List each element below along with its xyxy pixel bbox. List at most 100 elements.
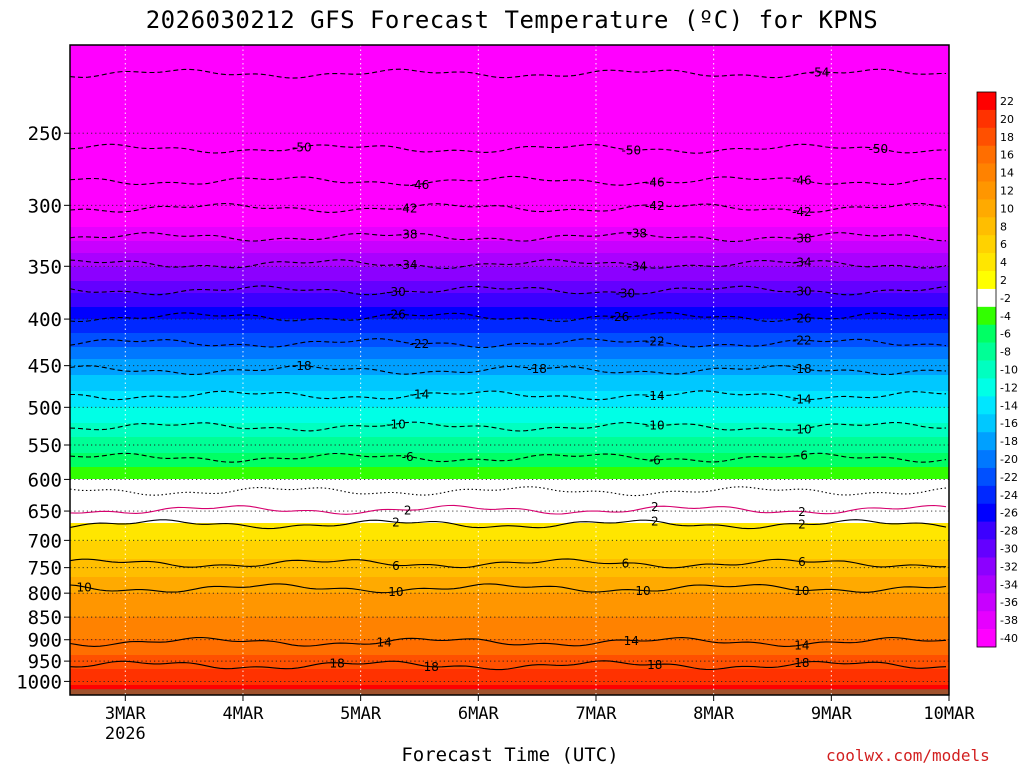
temperature-band	[70, 335, 949, 338]
contour-label: -46	[792, 173, 812, 187]
colorbar-swatch	[977, 360, 996, 379]
temperature-band	[70, 397, 949, 400]
temperature-band	[70, 125, 949, 128]
temperature-band	[70, 307, 949, 310]
colorbar-label: 6	[1000, 238, 1007, 251]
colorbar-swatch	[977, 342, 996, 361]
credit-link[interactable]: coolwx.com/models	[826, 746, 990, 765]
colorbar-swatch	[977, 575, 996, 594]
temperature-band	[70, 243, 949, 246]
colorbar-swatch	[977, 557, 996, 576]
temperature-band	[70, 123, 949, 126]
temperature-band	[70, 57, 949, 60]
temperature-band	[70, 121, 949, 124]
contour-label: -34	[398, 258, 418, 272]
temperature-band	[70, 55, 949, 58]
temperature-band	[70, 583, 949, 586]
temperature-band	[70, 73, 949, 76]
temperature-band	[70, 589, 949, 592]
temperature-band	[70, 381, 949, 384]
colorbar-label: 10	[1000, 202, 1014, 215]
contour-label: 2	[651, 514, 659, 528]
temperature-band	[70, 93, 949, 96]
temperature-band	[70, 605, 949, 608]
contour-label: -18	[292, 359, 312, 373]
colorbar-label: -32	[1000, 560, 1018, 573]
temperature-band	[70, 391, 949, 394]
temperature-band	[70, 357, 949, 360]
temperature-band	[70, 543, 949, 546]
contour-label: -14	[410, 387, 430, 401]
temperature-band	[70, 673, 949, 676]
temperature-band	[70, 529, 949, 532]
temperature-band	[70, 631, 949, 634]
contour-line	[70, 452, 947, 463]
temperature-band	[70, 159, 949, 162]
temperature-band	[70, 533, 949, 536]
x-tick-sublabel: 2026	[105, 724, 146, 744]
colorbar-swatch	[977, 253, 996, 272]
contour-label: -10	[792, 423, 812, 437]
temperature-band	[70, 177, 949, 180]
temperature-band	[70, 503, 949, 506]
colorbar-label: -14	[1000, 399, 1018, 412]
temperature-band	[70, 91, 949, 94]
contour-line	[70, 175, 947, 186]
temperature-band	[70, 325, 949, 328]
temperature-band	[70, 405, 949, 408]
temperature-band	[70, 353, 949, 356]
temperature-band	[70, 173, 949, 176]
temperature-band	[70, 671, 949, 674]
temperature-band	[70, 661, 949, 664]
temperature-band	[70, 355, 949, 358]
contour-label: -30	[792, 285, 812, 299]
temperature-band	[70, 217, 949, 220]
temperature-band	[70, 409, 949, 412]
temperature-band	[70, 81, 949, 84]
temperature-band	[70, 211, 949, 214]
temperature-band	[70, 223, 949, 226]
contour-label: 2	[651, 500, 659, 514]
contour-label: -6	[402, 450, 414, 464]
contour-label: -42	[398, 201, 418, 215]
temperature-band	[70, 187, 949, 190]
temperature-band	[70, 215, 949, 218]
colorbar-swatch	[977, 127, 996, 147]
temperature-band	[70, 315, 949, 318]
contour-label: 18	[329, 656, 344, 670]
temperature-band	[70, 99, 949, 102]
temperature-band	[70, 105, 949, 108]
temperature-band	[70, 511, 949, 514]
temperature-band	[70, 515, 949, 518]
temperature-band	[70, 619, 949, 622]
temperature-band	[70, 457, 949, 460]
temperature-band	[70, 621, 949, 624]
contour-label: 6	[392, 559, 400, 573]
temperature-band	[70, 647, 949, 650]
temperature-band	[70, 109, 949, 112]
temperature-band	[70, 637, 949, 640]
temperature-band	[70, 119, 949, 122]
temperature-band	[70, 395, 949, 398]
temperature-band	[70, 169, 949, 172]
temperature-band	[70, 611, 949, 614]
temperature-band	[70, 433, 949, 436]
temperature-band	[70, 303, 949, 306]
temperature-band	[70, 165, 949, 168]
temperature-band	[70, 595, 949, 598]
temperature-band	[70, 113, 949, 116]
temperature-band	[70, 557, 949, 560]
temperature-band	[70, 591, 949, 594]
temperature-band	[70, 69, 949, 72]
temperature-band	[70, 669, 949, 672]
colorbar-label: 22	[1000, 95, 1014, 108]
colorbar-swatch	[977, 324, 996, 343]
x-tick-label: 10MAR	[923, 704, 975, 724]
contour-label: 14	[624, 634, 639, 648]
temperature-band	[70, 255, 949, 258]
contour-label: -54	[810, 65, 830, 79]
contour-line	[70, 390, 947, 401]
temperature-band	[70, 237, 949, 240]
colorbar-label: 2	[1000, 274, 1007, 287]
y-tick-label: 450	[28, 356, 62, 378]
